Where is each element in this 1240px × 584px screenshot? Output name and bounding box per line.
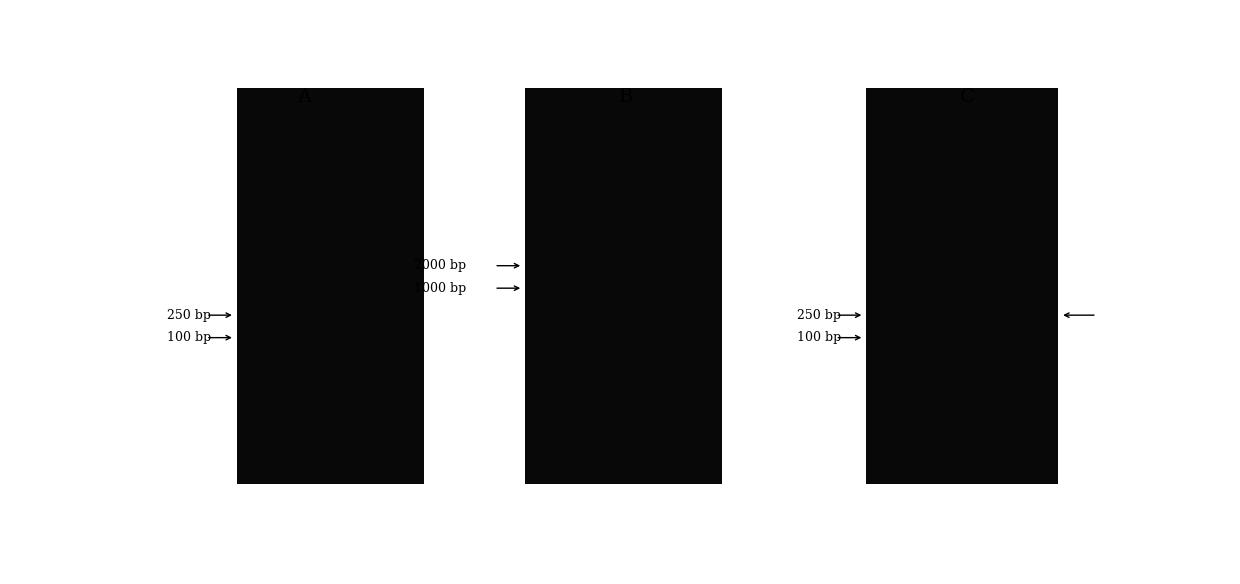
Text: 1000 bp: 1000 bp [414,281,466,295]
Text: 2000 bp: 2000 bp [414,259,466,272]
Bar [237,88,424,484]
Text: 100 bp: 100 bp [166,331,211,344]
Text: 100 bp: 100 bp [797,331,841,344]
Text: 250 bp: 250 bp [797,309,841,322]
Text: C: C [960,88,975,106]
Bar [866,88,1058,484]
Text: A: A [296,88,311,106]
Text: B: B [619,88,634,106]
Bar [525,88,722,484]
Text: 250 bp: 250 bp [166,309,211,322]
